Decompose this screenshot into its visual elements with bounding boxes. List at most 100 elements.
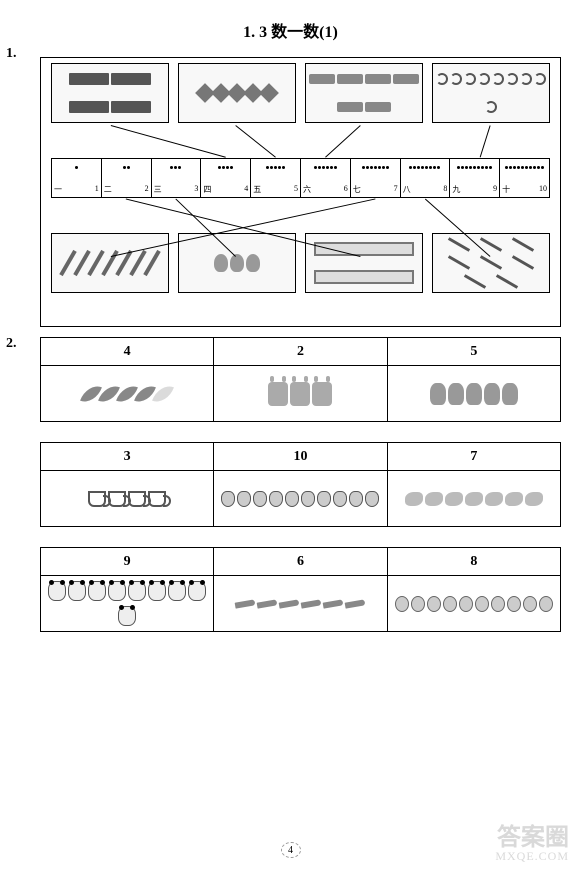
bird-icon <box>485 492 503 506</box>
peach-icon <box>253 491 267 507</box>
bird-icon <box>425 492 443 506</box>
dots-2 <box>123 161 130 173</box>
q2-group-3: 968 <box>40 547 561 632</box>
diamonds-box <box>178 63 296 123</box>
peach-icon <box>269 491 283 507</box>
cn-numeral: 四 <box>203 184 211 195</box>
peach-icon <box>237 491 251 507</box>
bird-icon <box>505 492 523 506</box>
q2-header-row: 3107 <box>41 443 560 471</box>
bug-icon <box>443 596 457 612</box>
num-label-1: 一1 <box>52 184 101 195</box>
dot-icon <box>386 166 389 169</box>
panda-icon <box>128 581 146 601</box>
number-cell-9: 九9 <box>450 159 500 197</box>
brush-icon <box>235 599 256 608</box>
q2-head-9: 9 <box>41 548 214 576</box>
dot-icon <box>123 166 126 169</box>
dot-icon <box>425 166 428 169</box>
bird-icon <box>525 492 543 506</box>
dot-icon <box>489 166 492 169</box>
dots-6 <box>314 161 337 173</box>
pen-icon <box>464 274 486 289</box>
q2-number: 2. <box>6 336 17 352</box>
match-line <box>325 125 360 157</box>
cn-numeral: 一 <box>54 184 62 195</box>
rulers-box <box>305 233 423 293</box>
dots-8 <box>409 161 440 173</box>
num-label-10: 十10 <box>500 184 549 195</box>
bird-icon <box>465 492 483 506</box>
q2-header-row: 425 <box>41 338 560 366</box>
pencils-box <box>51 233 169 293</box>
book-icon <box>69 101 109 113</box>
monsters-cell <box>214 366 387 421</box>
cup-icon <box>88 491 106 507</box>
dot-icon <box>374 166 377 169</box>
dot-icon <box>509 166 512 169</box>
brushes-cell <box>214 576 387 631</box>
pen-icon <box>496 274 518 289</box>
cn-numeral: 七 <box>353 184 361 195</box>
monkey-icon <box>502 383 518 405</box>
bug-icon <box>507 596 521 612</box>
ar-numeral: 3 <box>194 184 198 195</box>
feather-icon <box>152 381 174 405</box>
panda-icon <box>188 581 206 601</box>
q2-group-2: 3107 <box>40 442 561 527</box>
watermark-bottom: MXQE.COM <box>495 850 569 862</box>
book-icon <box>111 73 151 85</box>
ar-numeral: 10 <box>539 184 547 195</box>
dot-icon <box>382 166 385 169</box>
number-cell-10: 十10 <box>500 159 549 197</box>
dot-icon <box>326 166 329 169</box>
peach-icon <box>333 491 347 507</box>
ar-numeral: 5 <box>294 184 298 195</box>
books-box <box>51 63 169 123</box>
dot-icon <box>378 166 381 169</box>
arc-icon <box>520 73 532 85</box>
dot-icon <box>178 166 181 169</box>
number-cell-1: 一1 <box>52 159 102 197</box>
arc-icon <box>478 73 490 85</box>
monkey-icon <box>430 383 446 405</box>
monkeys-cell <box>388 366 560 421</box>
page-number: 4 <box>281 842 301 858</box>
birds-cell <box>388 471 560 526</box>
money-icon <box>337 74 363 84</box>
dots-1 <box>75 161 78 173</box>
dot-icon <box>409 166 412 169</box>
dot-icon <box>461 166 464 169</box>
dot-icon <box>469 166 472 169</box>
cups-cell <box>41 471 214 526</box>
dot-icon <box>334 166 337 169</box>
bug-icon <box>427 596 441 612</box>
dot-icon <box>537 166 540 169</box>
cup-icon <box>108 491 126 507</box>
ruler-icon <box>314 270 414 284</box>
number-cell-3: 三3 <box>152 159 202 197</box>
feather-icon <box>98 381 120 405</box>
peach-icon <box>221 491 235 507</box>
money-icon <box>393 74 419 84</box>
dot-icon <box>485 166 488 169</box>
brush-icon <box>301 599 322 608</box>
q1-container: 一1二2三3四4五5六6七7八8九9十10 <box>40 57 561 327</box>
ar-numeral: 4 <box>244 184 248 195</box>
ruler-icon <box>314 242 414 256</box>
bird-icon <box>445 492 463 506</box>
q2-container: 425 3107 968 <box>40 337 561 632</box>
peach-icon <box>349 491 363 507</box>
num-label-9: 九9 <box>450 184 499 195</box>
cn-numeral: 九 <box>452 184 460 195</box>
brush-icon <box>323 599 344 608</box>
dot-icon <box>457 166 460 169</box>
dot-icon <box>330 166 333 169</box>
brush-icon <box>257 599 278 608</box>
q2-head-2: 2 <box>214 338 387 366</box>
dot-icon <box>513 166 516 169</box>
pen-icon <box>512 256 534 271</box>
peaches-cell <box>214 471 387 526</box>
peach-icon <box>317 491 331 507</box>
match-line <box>480 125 490 157</box>
